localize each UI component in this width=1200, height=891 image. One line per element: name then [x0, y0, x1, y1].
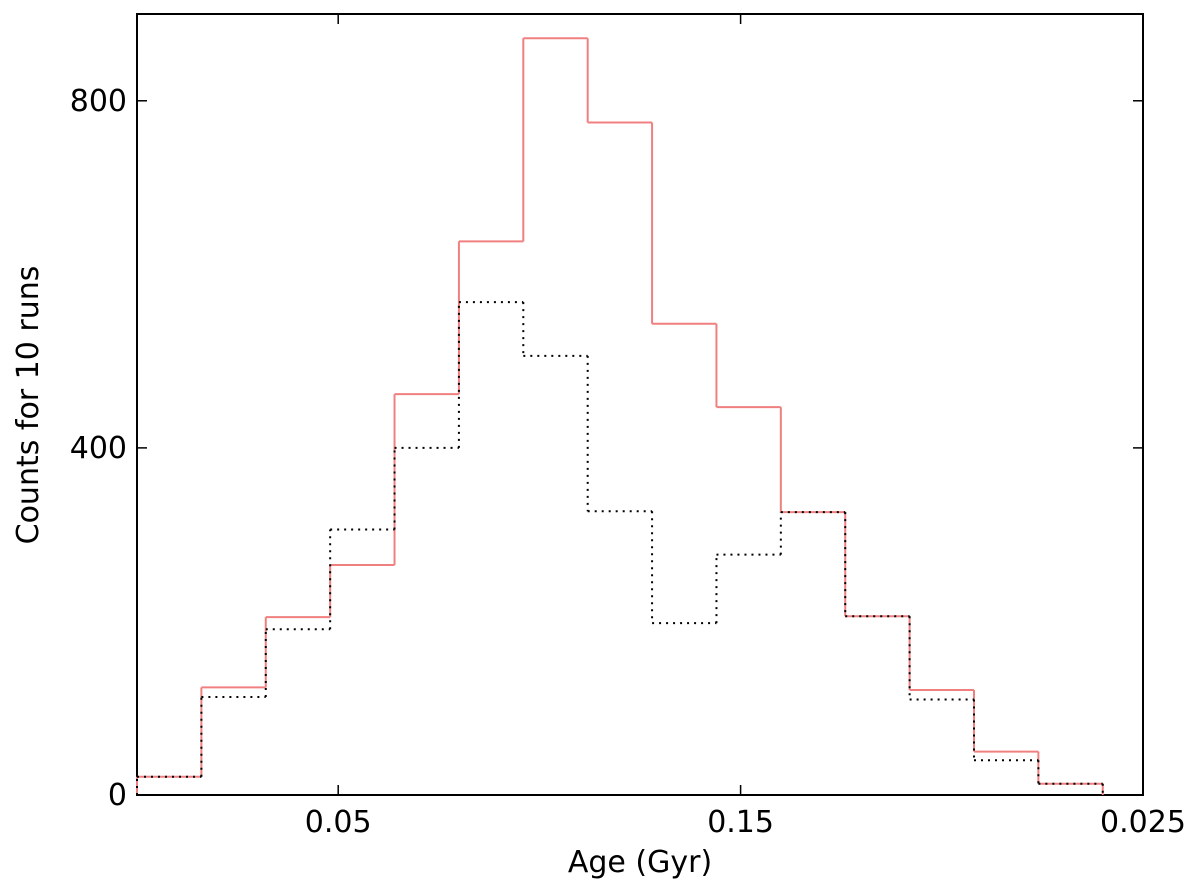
y-tick-label: 0 — [108, 778, 127, 813]
y-tick-label: 400 — [70, 431, 127, 466]
x-tick-label: 0.15 — [707, 805, 774, 840]
x-axis-label: Age (Gyr) — [568, 845, 712, 880]
y-axis-label: Counts for 10 runs — [11, 266, 46, 545]
x-tick-label: 0.025 — [1100, 805, 1186, 840]
y-tick-label: 800 — [70, 84, 127, 119]
x-tick-label: 0.05 — [305, 805, 372, 840]
plot-frame — [136, 13, 1144, 796]
